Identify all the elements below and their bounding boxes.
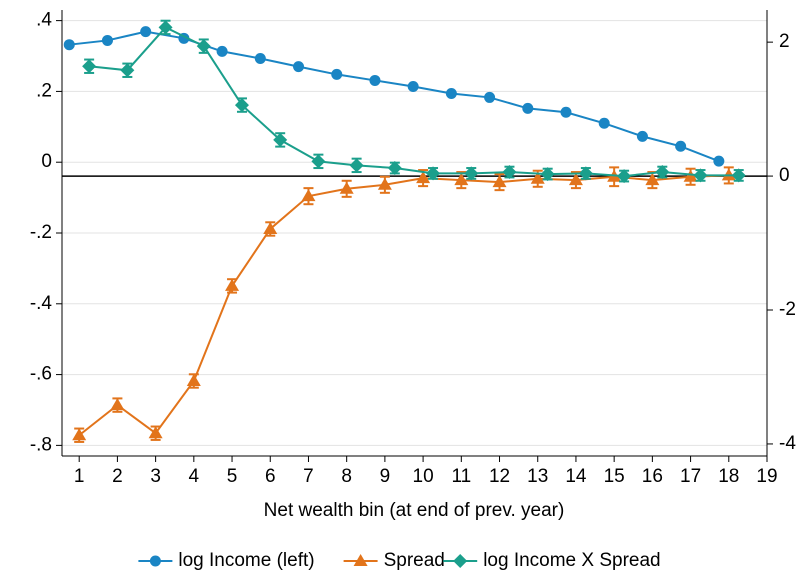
y2-tick-label: 2 [779,31,790,52]
marker [683,169,698,182]
x-tick-label: 14 [565,466,587,487]
marker [120,63,135,78]
marker [331,68,343,80]
y-tick-label: -.6 [30,364,52,385]
marker [636,130,648,142]
series-line [69,30,720,163]
marker [63,39,75,51]
marker [416,171,431,184]
marker [530,171,545,184]
marker [560,106,572,118]
marker [353,554,368,566]
series-line [78,174,729,437]
series-line [89,26,739,178]
marker [158,20,173,35]
x-axis-title: Net wealth bin (at end of prev. year) [264,500,565,521]
legend-item: log Income (left) [138,550,315,571]
marker [453,554,468,568]
x-tick-label: 1 [74,466,85,487]
marker [502,165,517,180]
x-tick-label: 19 [756,466,777,487]
x-tick-label: 18 [718,466,739,487]
y2-tick-label: -2 [779,299,796,320]
marker [731,168,746,183]
x-tick-label: 11 [451,466,471,487]
marker [110,398,125,411]
legend-label: Spread [384,550,445,571]
x-tick-label: 5 [227,466,238,487]
x-tick-label: 16 [642,466,663,487]
marker [82,59,97,74]
x-tick-label: 15 [604,466,625,487]
marker [407,80,419,92]
marker [339,181,354,194]
marker [377,177,392,190]
x-tick-label: 4 [189,466,200,487]
marker [645,173,660,186]
marker [311,154,326,169]
marker [349,158,364,173]
marker [72,428,87,441]
marker [598,117,610,129]
x-tick-label: 2 [112,466,123,487]
marker [693,168,708,183]
marker [568,173,583,186]
legend-item: log Income X Spread [443,550,661,571]
marker [216,45,228,57]
marker [713,155,725,167]
marker [254,52,266,64]
x-tick-label: 8 [341,466,352,487]
marker [464,166,479,181]
marker [617,169,632,184]
marker [426,166,441,181]
y-tick-label: .4 [36,10,52,31]
marker [484,91,496,103]
y2-tick-label: -4 [779,433,796,454]
legend-label: log Income (left) [178,550,314,571]
marker [225,278,240,291]
y-tick-label: -.2 [30,222,52,243]
marker [234,98,249,113]
marker [293,61,305,73]
y-tick-label: -.4 [30,293,53,314]
legend-label: log Income X Spread [483,550,660,571]
marker [492,175,507,188]
x-tick-label: 7 [303,466,314,487]
marker [273,132,288,147]
marker [454,173,469,186]
marker [369,74,381,86]
marker [578,166,593,181]
legend-item: Spread [343,550,445,571]
marker [149,555,161,567]
y-tick-label: .2 [36,80,52,101]
marker [540,167,555,182]
y2-tick-label: 0 [779,165,790,186]
y-tick-label: 0 [41,151,52,172]
marker [101,34,113,46]
x-tick-label: 17 [680,466,701,487]
x-tick-label: 10 [413,466,434,487]
marker [387,161,402,176]
x-tick-label: 6 [265,466,276,487]
marker [140,26,152,38]
x-tick-label: 12 [489,466,510,487]
marker [445,88,457,100]
marker [301,189,316,202]
x-tick-label: 9 [380,466,391,487]
marker [655,165,670,180]
x-tick-label: 3 [150,466,161,487]
marker [196,39,211,54]
y-tick-label: -.8 [30,434,52,455]
marker [522,102,534,114]
marker [186,373,201,386]
marker [148,426,163,439]
x-tick-label: 13 [527,466,548,487]
marker [263,221,278,234]
marker [675,140,687,152]
